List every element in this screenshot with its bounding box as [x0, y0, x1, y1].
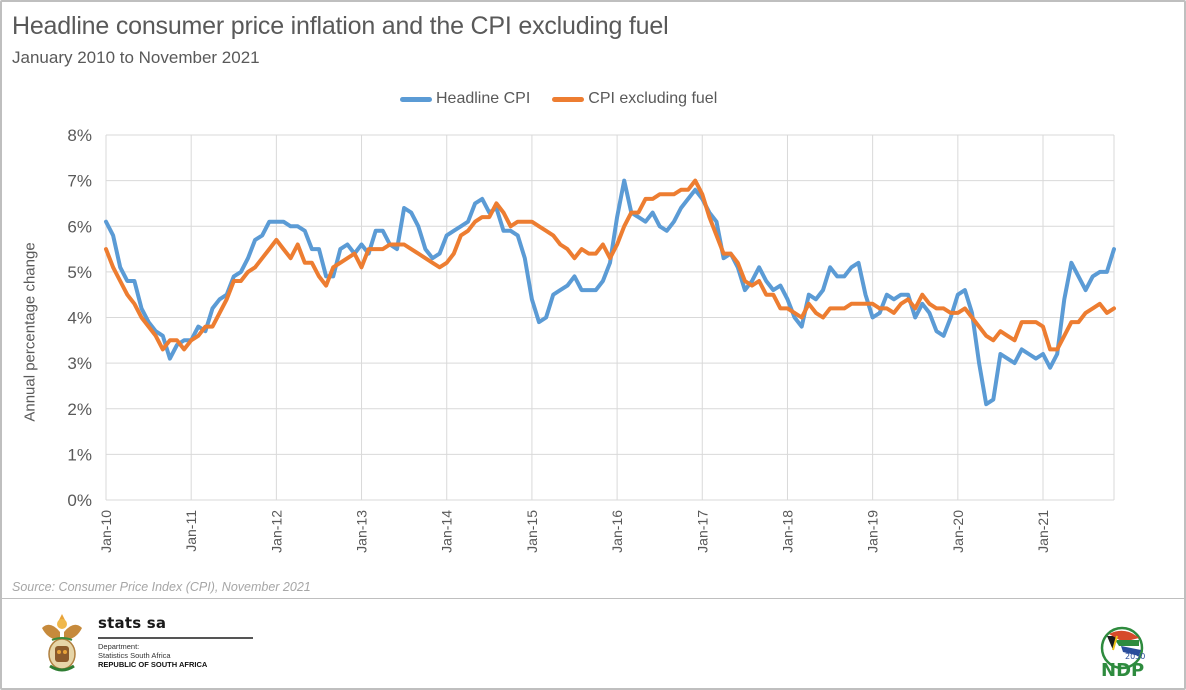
legend-item-headline: Headline CPI — [400, 90, 530, 108]
y-tick-label: 1% — [67, 445, 92, 464]
series-line-cpi-excl-fuel — [104, 178, 1116, 352]
y-tick-labels: 0% 1% 2% 3% 4% 5% 6% 7% 8% — [67, 126, 92, 510]
chart-title: Headline consumer price inflation and th… — [12, 12, 669, 40]
x-tick-label: Jan-16 — [609, 510, 625, 553]
series-lines — [104, 178, 1116, 407]
y-tick-label: 3% — [67, 354, 92, 373]
legend-label-ex-fuel: CPI excluding fuel — [588, 90, 718, 107]
dept-name: Statistics South Africa — [98, 651, 171, 660]
ndp-year: 2030 — [1125, 652, 1145, 661]
y-tick-label: 2% — [67, 400, 92, 419]
series-line-headline-cpi — [104, 178, 1116, 407]
x-tick-label: Jan-13 — [354, 510, 370, 553]
y-tick-label: 8% — [67, 126, 92, 145]
chart-subtitle: January 2010 to November 2021 — [12, 48, 260, 67]
ndp-2030-logo: 2030 NDP — [1095, 624, 1149, 681]
gridlines — [105, 134, 1115, 501]
source-note: Source: Consumer Price Index (CPI), Nove… — [12, 580, 311, 594]
footer-divider — [2, 598, 1184, 599]
x-tick-label: Jan-21 — [1035, 510, 1051, 553]
x-tick-labels: Jan-10 Jan-11 Jan-12 Jan-13 Jan-14 Jan-15 Jan-… — [98, 510, 1051, 553]
ndp-logo-icon: 2030 NDP — [1100, 626, 1145, 681]
x-tick-label: Jan-18 — [779, 510, 795, 553]
x-tick-label: Jan-20 — [950, 510, 966, 553]
legend-label-headline: Headline CPI — [436, 90, 531, 107]
country-name: REPUBLIC OF SOUTH AFRICA — [98, 660, 208, 669]
x-tick-label: Jan-12 — [268, 510, 284, 553]
y-tick-label: 0% — [67, 491, 92, 510]
x-tick-label: Jan-15 — [524, 510, 540, 553]
ndp-label: NDP — [1101, 660, 1144, 678]
legend-swatch-headline — [400, 96, 432, 102]
x-tick-label: Jan-17 — [694, 510, 710, 553]
x-tick-label: Jan-11 — [183, 510, 199, 552]
y-tick-label: 4% — [67, 309, 92, 328]
y-tick-label: 5% — [67, 263, 92, 282]
legend-swatch-ex-fuel — [552, 96, 585, 102]
y-tick-label: 7% — [67, 172, 92, 191]
x-tick-label: Jan-14 — [439, 510, 455, 553]
legend-item-ex-fuel: CPI excluding fuel — [552, 90, 717, 108]
org-name: stats sa — [98, 614, 167, 632]
legend: Headline CPI CPI excluding fuel — [400, 90, 739, 108]
x-tick-label: Jan-10 — [98, 510, 114, 553]
x-tick-label: Jan-19 — [865, 510, 881, 553]
org-name-underline — [98, 637, 253, 639]
stats-sa-logo: stats sa Department: Statistics South Af… — [38, 610, 253, 680]
coat-of-arms-icon — [42, 614, 82, 672]
dept-label: Department: — [98, 642, 140, 651]
y-tick-label: 6% — [67, 217, 92, 236]
